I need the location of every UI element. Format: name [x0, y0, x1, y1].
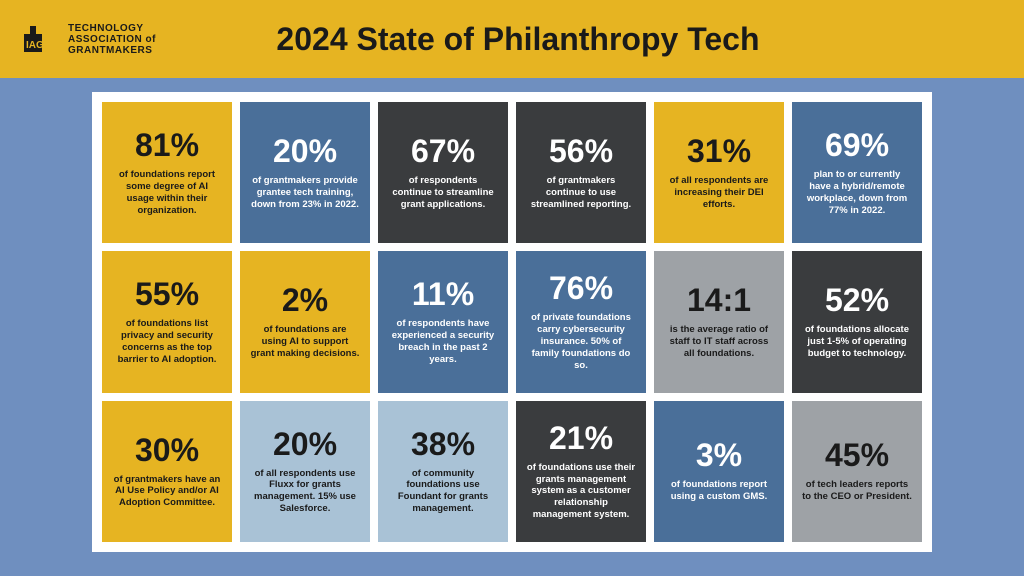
stat-desc: of grantmakers continue to use streamlin…: [526, 175, 636, 211]
stat-value: 69%: [825, 129, 889, 161]
page-title: 2024 State of Philanthropy Tech: [36, 21, 1000, 58]
stat-desc: of foundations use their grants manageme…: [526, 462, 636, 521]
stat-desc: of foundations are using AI to support g…: [250, 324, 360, 360]
stat-value: 45%: [825, 439, 889, 471]
stat-value: 38%: [411, 428, 475, 460]
stat-value: 20%: [273, 135, 337, 167]
stat-desc: of private foundations carry cybersecuri…: [526, 312, 636, 371]
stat-tile: 20% of all respondents use Fluxx for gran…: [240, 401, 370, 542]
stat-value: 52%: [825, 284, 889, 316]
stat-value: 21%: [549, 422, 613, 454]
stat-tile: 81% of foundations report some degree of …: [102, 102, 232, 243]
stat-desc: is the average ratio of staff to IT staf…: [664, 324, 774, 360]
stat-value: 55%: [135, 278, 199, 310]
stat-value: 11%: [412, 278, 474, 310]
stat-value: 76%: [549, 272, 613, 304]
stat-desc: of respondents have experienced a securi…: [388, 318, 498, 366]
stat-value: 56%: [549, 135, 613, 167]
stat-value: 14:1: [687, 284, 751, 316]
header-bar: IAG TECHNOLOGY ASSOCIATION of GRANTMAKER…: [0, 0, 1024, 78]
stat-value: 30%: [135, 434, 199, 466]
stat-tile: 67% of respondents continue to streamline…: [378, 102, 508, 243]
stat-desc: of all respondents use Fluxx for grants …: [250, 468, 360, 516]
stat-tile: 14:1 is the average ratio of staff to IT …: [654, 251, 784, 392]
stat-desc: of grantmakers have an AI Use Policy and…: [112, 474, 222, 510]
stat-desc: of all respondents are increasing their …: [664, 175, 774, 211]
stats-grid: 81% of foundations report some degree of …: [102, 102, 922, 542]
stat-value: 20%: [273, 428, 337, 460]
stat-desc: of community foundations use Foundant fo…: [388, 468, 498, 516]
stat-tile: 11% of respondents have experienced a sec…: [378, 251, 508, 392]
stat-desc: of tech leaders reports to the CEO or Pr…: [802, 479, 912, 503]
stat-value: 2%: [282, 284, 328, 316]
stat-desc: of foundations report some degree of AI …: [112, 169, 222, 217]
stat-tile: 2% of foundations are using AI to support…: [240, 251, 370, 392]
stat-tile: 20% of grantmakers provide grantee tech t…: [240, 102, 370, 243]
stat-tile: 31% of all respondents are increasing the…: [654, 102, 784, 243]
stat-value: 81%: [135, 129, 199, 161]
org-logo-mark: IAG: [24, 26, 60, 52]
stat-desc: of foundations allocate just 1-5% of ope…: [802, 324, 912, 360]
stat-desc: plan to or currently have a hybrid/remot…: [802, 169, 912, 217]
stat-desc: of grantmakers provide grantee tech trai…: [250, 175, 360, 211]
stat-tile: 56% of grantmakers continue to use stream…: [516, 102, 646, 243]
svg-text:IAG: IAG: [26, 40, 44, 51]
stat-tile: 30% of grantmakers have an AI Use Policy …: [102, 401, 232, 542]
stat-tile: 55% of foundations list privacy and secur…: [102, 251, 232, 392]
stat-desc: of foundations report using a custom GMS…: [664, 479, 774, 503]
stats-panel: 81% of foundations report some degree of …: [92, 92, 932, 552]
stat-tile: 21% of foundations use their grants manag…: [516, 401, 646, 542]
stat-desc: of foundations list privacy and security…: [112, 318, 222, 366]
stat-tile: 45% of tech leaders reports to the CEO or…: [792, 401, 922, 542]
stat-tile: 3% of foundations report using a custom G…: [654, 401, 784, 542]
stat-tile: 38% of community foundations use Foundant…: [378, 401, 508, 542]
stat-tile: 69% plan to or currently have a hybrid/re…: [792, 102, 922, 243]
stat-value: 31%: [687, 135, 751, 167]
stat-desc: of respondents continue to streamline gr…: [388, 175, 498, 211]
stat-tile: 76% of private foundations carry cybersec…: [516, 251, 646, 392]
stat-tile: 52% of foundations allocate just 1-5% of …: [792, 251, 922, 392]
stat-value: 67%: [411, 135, 475, 167]
stat-value: 3%: [696, 439, 742, 471]
